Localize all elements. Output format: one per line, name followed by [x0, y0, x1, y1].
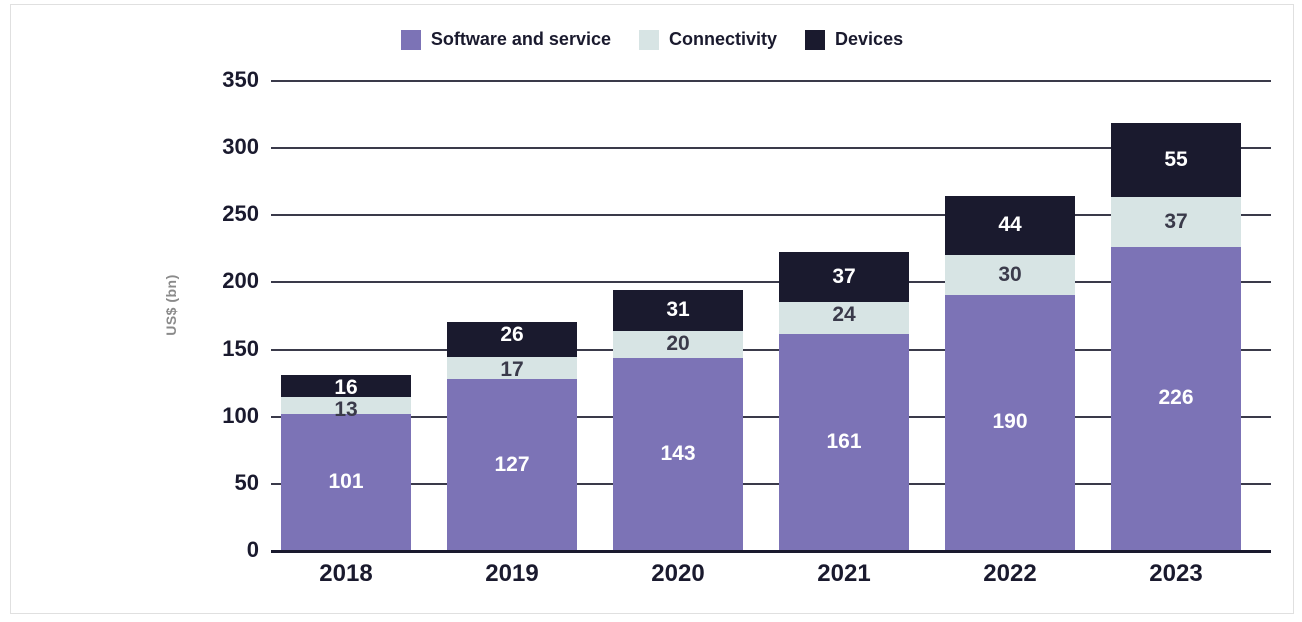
- x-category-label: 2023: [1149, 560, 1202, 588]
- y-tick-label: 300: [222, 134, 259, 160]
- legend-swatch: [805, 30, 825, 50]
- y-tick-label: 350: [222, 67, 259, 93]
- bar-segment-software: 161: [779, 334, 909, 550]
- legend-item: Software and service: [401, 29, 611, 50]
- y-tick-label: 100: [222, 403, 259, 429]
- bar-segment-connectivity: 30: [945, 255, 1075, 295]
- bar-segment-devices: 37: [779, 252, 909, 302]
- legend-item: Connectivity: [639, 29, 777, 50]
- bar-segment-software: 101: [281, 414, 411, 550]
- legend-item: Devices: [805, 29, 903, 50]
- bar-segment-devices: 16: [281, 375, 411, 396]
- x-category-label: 2021: [817, 560, 870, 588]
- bar-segment-software: 127: [447, 379, 577, 550]
- x-category-label: 2022: [983, 560, 1036, 588]
- bar-segment-software: 190: [945, 295, 1075, 550]
- bar-segment-devices: 26: [447, 322, 577, 357]
- legend-label: Devices: [835, 29, 903, 50]
- chart-frame: Software and serviceConnectivityDevices …: [10, 4, 1294, 614]
- gridline: [271, 80, 1271, 82]
- bar-segment-devices: 55: [1111, 123, 1241, 197]
- bar-segment-devices: 44: [945, 196, 1075, 255]
- y-tick-label: 200: [222, 268, 259, 294]
- plot-area: 0501001502002503003501011316201812717262…: [271, 80, 1271, 550]
- y-tick-label: 0: [247, 537, 259, 563]
- gridline: [271, 550, 1271, 553]
- legend-label: Software and service: [431, 29, 611, 50]
- legend-swatch: [401, 30, 421, 50]
- x-category-label: 2020: [651, 560, 704, 588]
- bar-segment-software: 143: [613, 358, 743, 550]
- bar-segment-connectivity: 37: [1111, 197, 1241, 247]
- legend-swatch: [639, 30, 659, 50]
- y-tick-label: 50: [235, 470, 259, 496]
- y-tick-label: 150: [222, 336, 259, 362]
- legend: Software and service Connectivity Devices: [11, 29, 1293, 50]
- legend-label: Connectivity: [669, 29, 777, 50]
- x-category-label: 2018: [319, 560, 372, 588]
- bar-segment-software: 226: [1111, 247, 1241, 550]
- bar-segment-connectivity: 24: [779, 302, 909, 334]
- y-axis-title: US$ (bn): [163, 274, 179, 336]
- bar-segment-connectivity: 20: [613, 331, 743, 358]
- y-tick-label: 250: [222, 201, 259, 227]
- bar-segment-devices: 31: [613, 290, 743, 332]
- x-category-label: 2019: [485, 560, 538, 588]
- bar-segment-connectivity: 17: [447, 357, 577, 380]
